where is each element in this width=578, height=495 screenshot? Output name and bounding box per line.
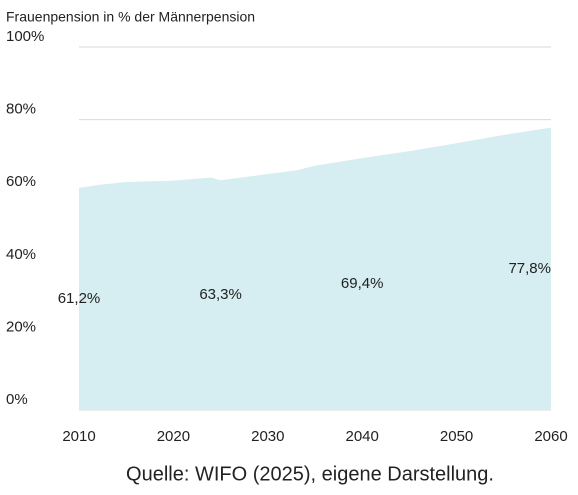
y-tick-label: 0% xyxy=(6,391,28,408)
x-tick-label: 2060 xyxy=(534,428,567,445)
x-tick-label: 2010 xyxy=(62,428,95,445)
area xyxy=(79,127,551,410)
chart-title: Frauenpension in % der Männerpension xyxy=(6,9,255,25)
y-tick-label: 80% xyxy=(6,101,36,118)
y-tick-label: 40% xyxy=(6,246,36,263)
y-tick-label: 20% xyxy=(6,318,36,335)
x-tick-label: 2040 xyxy=(346,428,379,445)
x-tick-label: 2020 xyxy=(157,428,190,445)
x-tick-label: 2030 xyxy=(251,428,284,445)
source-note: Quelle: WIFO (2025), eigene Darstellung. xyxy=(126,463,494,485)
value-label: 77,8% xyxy=(508,260,551,277)
value-label: 63,3% xyxy=(199,286,242,303)
value-label: 69,4% xyxy=(341,275,384,292)
value-label: 61,2% xyxy=(58,290,101,307)
y-tick-label: 60% xyxy=(6,173,36,190)
x-tick-label: 2050 xyxy=(440,428,473,445)
y-tick-label: 100% xyxy=(6,28,44,45)
